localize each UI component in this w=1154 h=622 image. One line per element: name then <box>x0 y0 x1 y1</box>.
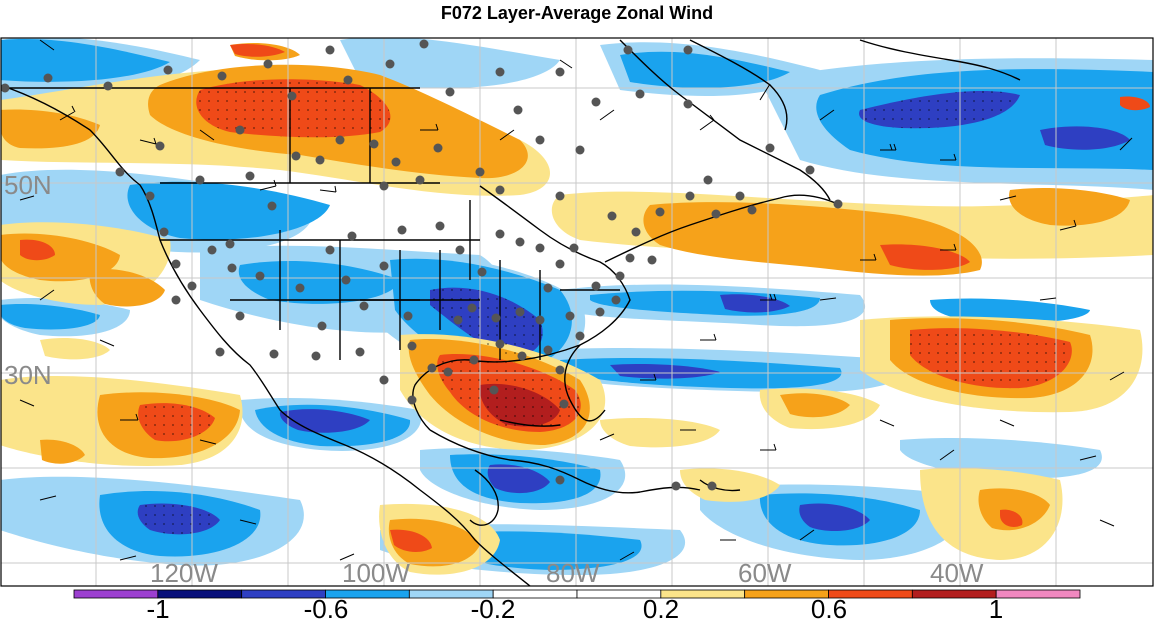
lon-label-40w: 40W <box>930 558 984 588</box>
colorbar-tick-02: 0.2 <box>643 594 679 622</box>
wind-barbs <box>19 39 1133 561</box>
map-frame <box>0 37 1154 587</box>
gridlines <box>1 38 1153 586</box>
wind-field <box>1 38 1153 586</box>
lat-label-50n: 50N <box>4 170 52 200</box>
colorbar-tick-neg02: -0.2 <box>471 594 516 622</box>
colorbar-swatch <box>911 589 997 599</box>
colorbar-swatch <box>157 589 243 599</box>
colorbar-tick-1: 1 <box>989 594 1003 622</box>
lon-label-120w: 120W <box>150 558 218 588</box>
colorbar-tick-neg1: -1 <box>146 594 169 622</box>
colorbar-swatches <box>73 589 1081 599</box>
station-dots <box>1 39 843 491</box>
lon-label-80w: 80W <box>546 558 600 588</box>
lon-label-60w: 60W <box>738 558 792 588</box>
colorbar-swatch <box>995 589 1081 599</box>
colorbar-tick-neg06: -0.6 <box>304 594 349 622</box>
colorbar-swatch <box>73 589 159 599</box>
lon-label-100w: 100W <box>342 558 410 588</box>
figure-title: F072 Layer-Average Zonal Wind <box>440 3 714 23</box>
colorbar-tick-06: 0.6 <box>811 594 847 622</box>
coastlines <box>1 39 1021 586</box>
lat-label-30n: 30N <box>4 360 52 390</box>
